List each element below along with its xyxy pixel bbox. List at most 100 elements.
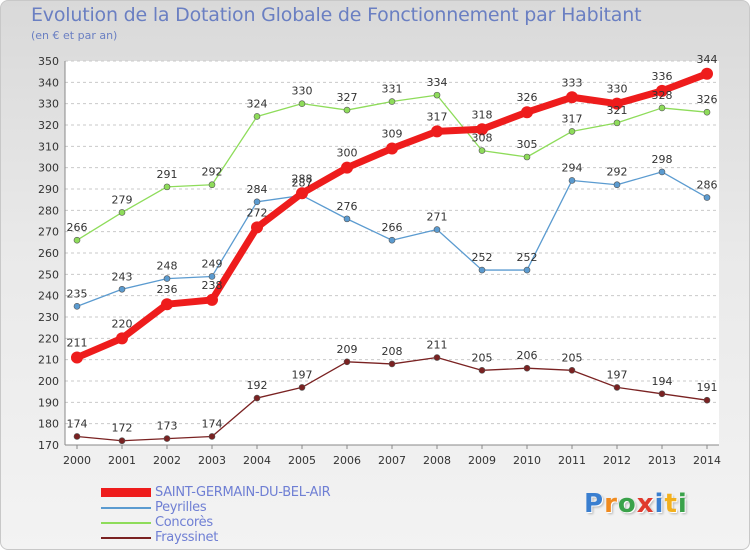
- data-point: [341, 161, 353, 174]
- data-point: [703, 108, 711, 116]
- data-label: 197: [292, 368, 313, 381]
- data-label: 249: [202, 257, 223, 270]
- legend-swatch: [101, 536, 151, 539]
- data-label: 205: [472, 351, 493, 364]
- data-label: 272: [247, 206, 268, 219]
- y-tick-label: 310: [38, 140, 59, 153]
- data-point: [613, 384, 621, 391]
- data-label: 236: [157, 283, 178, 296]
- y-tick-label: 200: [38, 375, 59, 388]
- data-label: 336: [652, 70, 673, 83]
- legend-label: Frayssinet: [155, 530, 219, 545]
- data-label: 206: [517, 349, 538, 362]
- data-point: [296, 187, 308, 200]
- data-point: [251, 221, 263, 234]
- data-label: 271: [427, 211, 448, 224]
- data-label: 174: [202, 417, 223, 430]
- data-point: [476, 123, 488, 136]
- data-label: 317: [427, 110, 448, 123]
- data-point: [73, 303, 81, 310]
- x-tick-label: 2009: [468, 454, 496, 467]
- data-label: 209: [337, 343, 358, 356]
- data-point: [523, 153, 531, 161]
- series-peyrilles: [73, 168, 711, 310]
- data-label: 172: [112, 422, 133, 435]
- data-label: 211: [67, 337, 88, 350]
- y-tick-label: 170: [38, 439, 59, 452]
- data-point: [701, 67, 713, 80]
- data-point: [658, 104, 666, 112]
- data-label: 266: [67, 221, 88, 234]
- x-tick-label: 2013: [648, 454, 676, 467]
- data-label: 318: [472, 108, 493, 121]
- data-point: [71, 351, 83, 364]
- data-label: 324: [247, 97, 268, 110]
- data-point: [208, 433, 216, 440]
- data-point: [523, 364, 531, 372]
- legend-label: SAINT-GERMAIN-DU-BEL-AIR: [155, 485, 331, 500]
- data-point: [388, 98, 396, 105]
- series-frayssinet: [73, 354, 711, 445]
- data-label: 252: [517, 251, 538, 264]
- data-label: 317: [562, 112, 583, 125]
- data-point: [388, 360, 396, 368]
- data-label: 286: [697, 179, 718, 192]
- data-point: [478, 147, 486, 154]
- data-point: [523, 266, 531, 274]
- data-label: 326: [517, 91, 538, 104]
- data-point: [161, 298, 173, 311]
- data-label: 191: [697, 381, 718, 394]
- data-point: [118, 285, 126, 293]
- y-tick-label: 260: [38, 247, 59, 260]
- y-tick-label: 350: [38, 55, 59, 68]
- legend-label: Concorès: [155, 515, 213, 530]
- data-label: 173: [157, 420, 178, 433]
- y-tick-label: 290: [38, 183, 59, 196]
- data-label: 288: [292, 172, 313, 185]
- data-label: 326: [697, 93, 718, 106]
- data-point: [73, 433, 81, 440]
- series-concor-s: [73, 91, 711, 244]
- data-label: 330: [292, 85, 313, 98]
- y-tick-label: 300: [38, 162, 59, 175]
- data-label: 238: [202, 279, 223, 292]
- data-label: 333: [562, 76, 583, 89]
- data-label: 205: [562, 351, 583, 364]
- data-label: 327: [337, 91, 358, 104]
- data-point: [116, 332, 128, 345]
- data-point: [386, 142, 398, 155]
- data-point: [703, 194, 711, 201]
- data-point: [343, 106, 351, 114]
- x-tick-label: 2004: [243, 454, 271, 467]
- data-label: 194: [652, 375, 673, 388]
- y-tick-label: 340: [38, 76, 59, 89]
- data-label: 287: [292, 176, 313, 189]
- data-point: [433, 226, 441, 233]
- data-label: 243: [112, 270, 133, 283]
- data-point: [253, 198, 261, 206]
- x-tick-label: 2006: [333, 454, 361, 467]
- y-tick-label: 320: [38, 119, 59, 132]
- data-label: 292: [202, 166, 223, 179]
- data-point: [208, 181, 216, 189]
- data-label: 208: [382, 345, 403, 358]
- data-point: [163, 275, 171, 282]
- data-label: 308: [472, 132, 493, 145]
- data-point: [253, 113, 261, 120]
- data-point: [163, 183, 171, 191]
- data-point: [568, 177, 576, 184]
- legend-item-frayssinet: Frayssinet: [101, 530, 330, 545]
- data-point: [343, 358, 351, 366]
- data-point: [253, 394, 261, 402]
- legend-item-concor-s: Concorès: [101, 515, 330, 530]
- data-point: [118, 437, 126, 445]
- x-tick-label: 2001: [108, 454, 136, 467]
- data-point: [298, 384, 306, 391]
- y-tick-label: 330: [38, 98, 59, 111]
- data-point: [163, 435, 171, 442]
- x-tick-label: 2000: [63, 454, 91, 467]
- data-label: 330: [607, 83, 628, 96]
- data-label: 305: [517, 138, 538, 151]
- y-tick-label: 220: [38, 332, 59, 345]
